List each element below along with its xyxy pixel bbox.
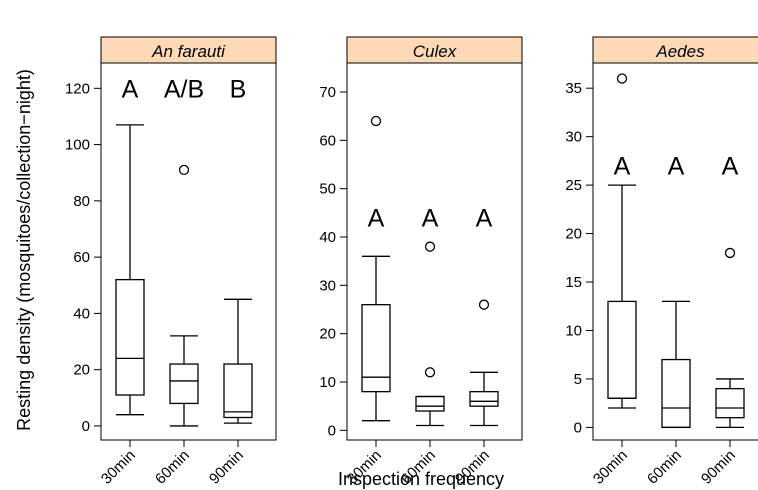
box-iqr [469, 391, 499, 407]
x-tick-label: 30min [98, 447, 139, 488]
y-tick-label: 60 [319, 132, 336, 149]
y-tick-label: 60 [73, 249, 90, 266]
box-30min [607, 73, 637, 409]
significance-letter: A [122, 75, 139, 103]
panel-strip [100, 36, 277, 64]
box-90min [469, 299, 499, 427]
x-tick-label: 90min [206, 447, 247, 488]
y-tick-label: 25 [565, 177, 582, 194]
y-tick-label: 30 [319, 277, 336, 294]
y-tick-label: 30 [565, 129, 582, 146]
y-tick-label: 0 [82, 418, 90, 435]
y-tick-label: 50 [319, 181, 336, 198]
significance-letter: A [722, 153, 739, 181]
y-tick-label: 0 [574, 419, 582, 436]
box-30min [361, 115, 391, 422]
y-tick-label: 100 [65, 137, 90, 154]
panel-strip-title: Culex [413, 42, 457, 61]
panel-strip [346, 36, 523, 64]
y-tick-label: 40 [73, 305, 90, 322]
panel-border [100, 62, 277, 441]
y-tick-label: 20 [319, 326, 336, 343]
panel-strip-title: An farauti [151, 42, 226, 61]
box-60min [661, 300, 691, 429]
panel-border [346, 62, 523, 441]
y-tick-label: 35 [565, 80, 582, 97]
box-60min [169, 164, 199, 427]
y-axis-title: Resting density (mosquitoes/collection−n… [14, 69, 34, 431]
x-tick-label: 60min [644, 447, 685, 488]
box-30min [115, 124, 145, 416]
panel: Aedes 0 5 10 15 20 25 30 35 A 30min A 60min A 90min [565, 36, 758, 488]
box-90min [223, 298, 253, 424]
box-60min [415, 241, 445, 427]
box-iqr [361, 304, 391, 393]
box-90min [715, 247, 745, 429]
box-iqr [661, 358, 691, 429]
panel-strip [592, 36, 758, 64]
y-tick-label: 10 [565, 322, 582, 339]
x-tick-label: 30min [590, 447, 631, 488]
significance-letter: A [368, 205, 385, 233]
y-tick-label: 10 [319, 374, 336, 391]
box-iqr [169, 363, 199, 405]
significance-letter: A [422, 205, 439, 233]
y-tick-label: 15 [565, 274, 582, 291]
outlier-point [370, 115, 382, 127]
box-iqr [715, 387, 745, 419]
x-tick-label: 90min [698, 447, 739, 488]
y-tick-label: 0 [328, 422, 336, 439]
box-iqr [415, 395, 445, 412]
y-tick-label: 20 [73, 362, 90, 379]
y-tick-label: 40 [319, 229, 336, 246]
outlier-point [424, 241, 436, 252]
outlier-point [178, 164, 190, 176]
box-iqr [223, 363, 253, 419]
box-iqr [115, 278, 145, 396]
y-tick-label: 80 [73, 193, 90, 210]
outlier-point [724, 247, 736, 259]
outlier-point [424, 367, 436, 378]
panel: An farauti 0 20 40 60 80 100 120 A 30min A/B 60min B… [65, 36, 277, 488]
y-tick-label: 120 [65, 80, 90, 97]
significance-letter: A [476, 205, 493, 233]
significance-letter: A [668, 153, 685, 181]
panel-strip-title: Aedes [655, 42, 705, 61]
panel-border [592, 62, 758, 441]
y-tick-label: 5 [574, 371, 582, 388]
significance-letter: A/B [164, 75, 204, 103]
y-tick-label: 70 [319, 84, 336, 101]
outlier-point [616, 73, 628, 84]
outlier-point [478, 299, 490, 310]
box-iqr [607, 300, 637, 399]
significance-letter: A [614, 153, 631, 181]
significance-letter: B [230, 75, 247, 103]
x-axis-title: Inspection frequency [338, 469, 504, 489]
x-tick-label: 60min [152, 447, 193, 488]
y-tick-label: 20 [565, 226, 582, 243]
